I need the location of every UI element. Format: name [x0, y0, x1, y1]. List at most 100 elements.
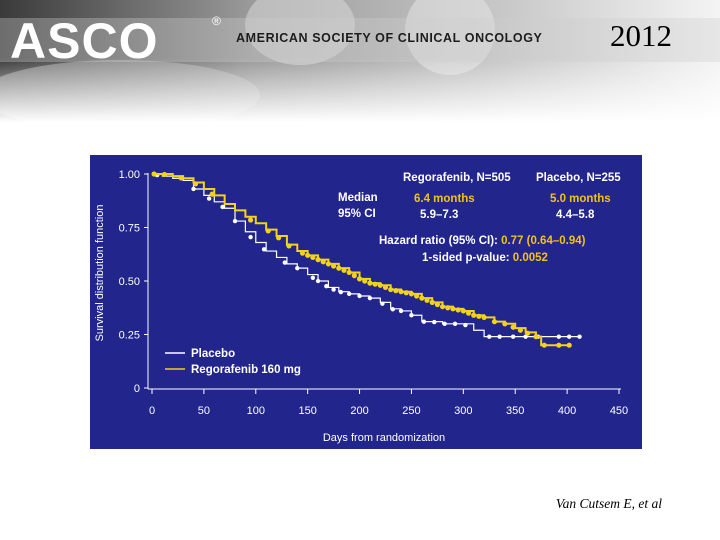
censor-marker	[209, 191, 215, 197]
censor-marker	[403, 290, 409, 296]
censor-marker	[450, 306, 456, 312]
censor-marker	[445, 305, 451, 311]
censor-marker	[161, 171, 168, 178]
censor-marker	[471, 312, 477, 318]
censor-marker	[276, 235, 282, 241]
censor-marker	[367, 295, 373, 301]
censor-marker	[310, 254, 316, 261]
censor-marker	[315, 278, 321, 284]
censor-marker	[497, 334, 502, 339]
placebo-ci: 4.4–5.8	[556, 209, 595, 221]
censor-marker	[295, 265, 300, 271]
x-tick-label: 100	[247, 405, 265, 417]
censor-marker	[305, 252, 311, 258]
year-label: 2012	[610, 18, 672, 53]
censor-marker	[434, 301, 440, 308]
censor-marker	[429, 299, 435, 305]
censor-marker	[357, 293, 362, 299]
censor-marker	[382, 284, 389, 291]
censor-marker	[577, 334, 582, 339]
censor-marker	[372, 281, 378, 287]
header-background	[0, 0, 720, 122]
censor-marker	[377, 282, 383, 288]
censor-marker	[455, 307, 461, 313]
x-tick-label: 250	[402, 405, 420, 417]
y-tick-label: 0.25	[119, 330, 140, 342]
x-tick-label: 350	[506, 405, 524, 417]
censor-marker	[393, 288, 399, 294]
censor-marker	[556, 334, 562, 339]
censor-marker	[191, 186, 196, 192]
legend: Placebo Regorafenib 160 mg	[165, 348, 301, 376]
censor-marker	[398, 289, 404, 295]
censor-marker	[533, 334, 539, 340]
x-tick-label: 150	[298, 405, 316, 417]
censor-marker	[408, 291, 415, 297]
x-tick-label: 200	[350, 405, 368, 417]
censor-marker	[325, 261, 332, 267]
y-tick-label: 0.50	[119, 276, 140, 288]
y-tick-label: 0.75	[119, 223, 140, 235]
censor-marker	[491, 319, 498, 325]
legend-label-regorafenib: Regorafenib 160 mg	[191, 364, 301, 376]
censor-marker	[442, 321, 447, 326]
x-tick-label: 400	[558, 405, 576, 417]
censor-marker	[541, 342, 547, 348]
y-tick-label: 0	[134, 383, 140, 395]
censor-marker	[481, 314, 487, 320]
censor-marker	[556, 342, 562, 348]
series-regorafenib	[151, 171, 572, 348]
censor-marker	[248, 234, 253, 240]
censor-marker	[414, 293, 420, 299]
col-header-regorafenib: Regorafenib, N=505	[403, 172, 511, 184]
censor-marker	[510, 334, 516, 339]
asco-logo: ASCO	[10, 13, 159, 69]
censor-marker	[220, 204, 225, 210]
x-tick-label: 50	[198, 405, 210, 417]
censor-marker	[419, 295, 425, 301]
censor-marker	[351, 273, 357, 279]
censor-marker	[424, 297, 430, 303]
x-axis-title: Days from randomization	[323, 432, 445, 444]
x-tick-label: 450	[610, 405, 628, 417]
y-ticks: 0 0.25 0.50 0.75 1.00	[119, 169, 148, 395]
censor-marker	[452, 321, 458, 326]
x-tick-label: 0	[149, 405, 155, 417]
censor-marker	[390, 307, 395, 312]
censor-marker	[476, 313, 482, 319]
censor-marker	[178, 175, 184, 181]
censor-marker	[566, 342, 572, 348]
censor-marker	[566, 334, 572, 339]
censor-marker	[439, 304, 446, 310]
censor-marker	[310, 275, 316, 280]
censor-marker	[315, 257, 321, 263]
header-banner: ASCO ® AMERICAN SOCIETY OF CLINICAL ONCO…	[0, 0, 720, 122]
censor-marker	[463, 322, 468, 328]
censor-marker	[206, 196, 212, 201]
censor-marker	[388, 286, 394, 293]
censor-marker	[338, 289, 344, 295]
col-header-placebo: Placebo, N=255	[536, 172, 621, 184]
placebo-median: 5.0 months	[550, 193, 611, 205]
hazard-ratio-text: Hazard ratio (95% CI): 0.77 (0.64–0.94)	[379, 235, 586, 247]
p-value-text: 1-sided p-value: 0.0052	[422, 252, 548, 264]
censor-marker	[331, 287, 336, 292]
censor-marker	[421, 319, 427, 324]
censor-marker	[192, 181, 199, 187]
legend-label-placebo: Placebo	[191, 348, 235, 360]
censor-marker	[265, 228, 271, 234]
censor-marker	[356, 276, 363, 282]
censor-marker	[282, 260, 288, 265]
censor-marker	[502, 321, 508, 327]
regorafenib-ci: 5.9–7.3	[420, 209, 458, 221]
y-tick-label: 1.00	[119, 169, 140, 181]
censor-marker	[380, 301, 385, 306]
regorafenib-median: 6.4 months	[414, 193, 475, 205]
society-name: AMERICAN SOCIETY OF CLINICAL ONCOLOGY	[236, 31, 543, 45]
censor-marker	[247, 217, 254, 223]
censor-marker	[398, 308, 404, 314]
censor-marker	[460, 308, 466, 314]
ci-label: 95% CI	[338, 208, 376, 220]
censor-marker	[432, 319, 437, 325]
censor-marker	[324, 283, 329, 289]
